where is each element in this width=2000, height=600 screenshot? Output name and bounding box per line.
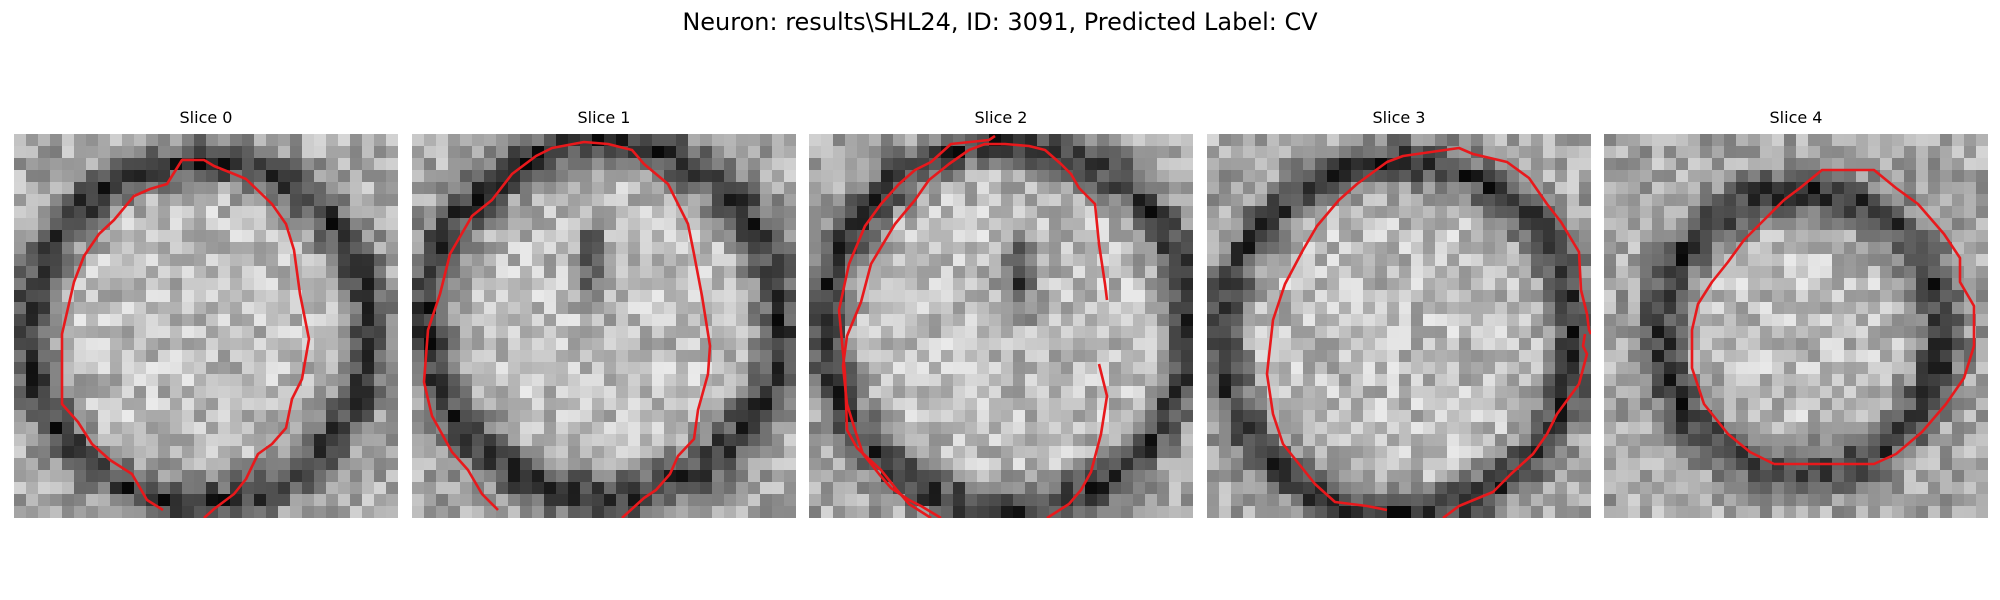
pixel-grid <box>809 134 1193 518</box>
contour-line <box>841 142 1109 518</box>
contour-line <box>837 134 996 518</box>
slice-title: Slice 2 <box>974 108 1028 127</box>
slice-image <box>1604 134 1988 518</box>
contour-line <box>60 158 311 518</box>
figure-title: Neuron: results\SHL24, ID: 3091, Predict… <box>682 8 1318 36</box>
contour-line <box>1265 146 1591 512</box>
slice-title: Slice 0 <box>179 108 233 127</box>
contour-line <box>1442 333 1589 518</box>
contour-line <box>422 140 712 518</box>
pixel-grid <box>1207 134 1591 518</box>
slice-title: Slice 3 <box>1372 108 1426 127</box>
slice-image <box>1207 134 1591 518</box>
slice-title: Slice 4 <box>1769 108 1823 127</box>
slice-image <box>14 134 398 518</box>
slice-title: Slice 1 <box>577 108 631 127</box>
pixel-grid <box>412 134 796 518</box>
contour-line <box>1690 168 1976 466</box>
pixel-grid <box>1604 134 1988 518</box>
slice-image <box>412 134 796 518</box>
contour-line <box>1046 363 1109 518</box>
pixel-grid <box>14 134 398 518</box>
slice-image <box>809 134 1193 518</box>
